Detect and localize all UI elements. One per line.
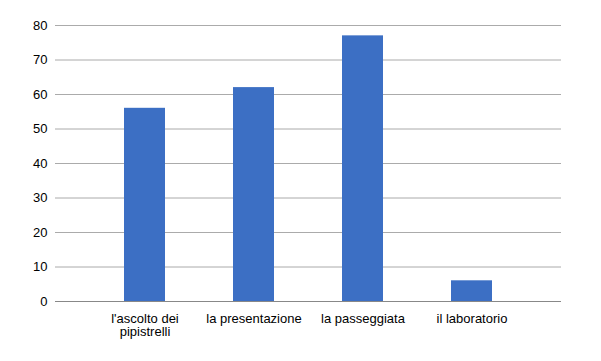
- svg-text:10: 10: [33, 259, 47, 274]
- svg-text:20: 20: [33, 225, 47, 240]
- svg-text:la presentazione: la presentazione: [206, 311, 301, 326]
- svg-text:l'ascolto deipipistrelli: l'ascolto deipipistrelli: [111, 311, 179, 339]
- svg-text:la passeggiata: la passeggiata: [321, 311, 406, 326]
- svg-text:40: 40: [33, 156, 47, 171]
- svg-text:il laboratorio: il laboratorio: [437, 311, 508, 326]
- svg-text:70: 70: [33, 52, 47, 67]
- svg-text:60: 60: [33, 87, 47, 102]
- svg-text:0: 0: [40, 294, 47, 309]
- svg-text:80: 80: [33, 18, 47, 33]
- svg-text:50: 50: [33, 121, 47, 136]
- svg-text:30: 30: [33, 190, 47, 205]
